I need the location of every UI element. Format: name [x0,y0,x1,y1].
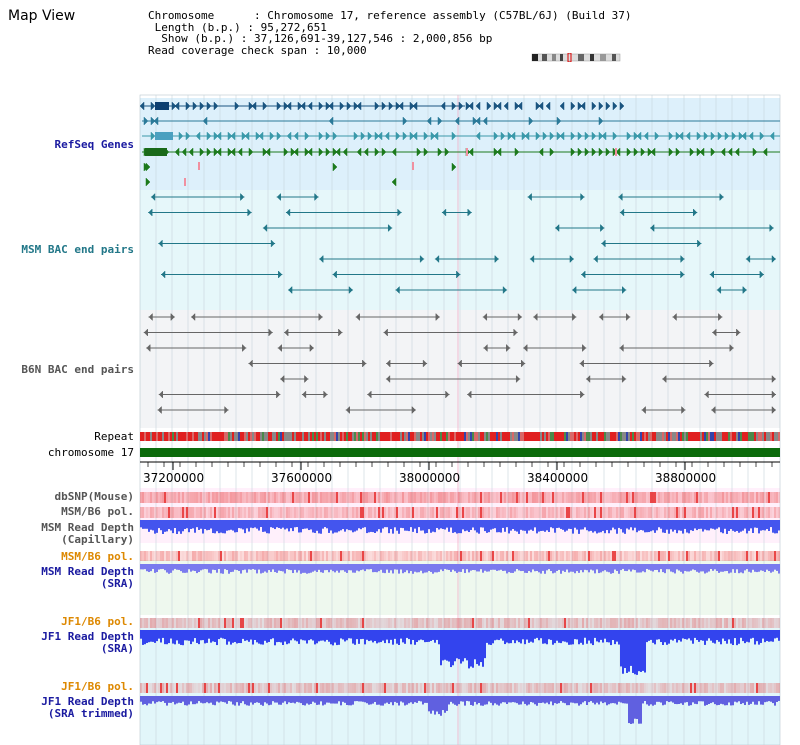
page-title: Map View [8,8,76,24]
track-label-msm-bac: MSM BAC end pairs [21,243,134,256]
track-label-jf1-b6-pol: JF1/B6 pol. [61,615,134,628]
chromosome-ideogram[interactable] [528,53,624,62]
axis-tick-label: 37600000 [271,471,332,485]
track-label-refseq: RefSeq Genes [54,138,134,151]
info-chromosome-value: Chromosome 17, reference assembly (C57BL… [267,9,632,22]
axis-tick-label: 37200000 [143,471,204,485]
chromosome-bar [140,448,780,457]
info-show-label: Show (b.p.) [161,32,235,45]
info-chromosome-label: Chromosome [148,9,215,22]
track-label-msm-depth-sra: MSM Read Depth (SRA) [41,565,134,590]
chromosome-info: Chromosome : Chromosome 17, reference as… [148,9,632,57]
axis-tick-label: 38400000 [527,471,588,485]
track-label-jf1-depth-sra: JF1 Read Depth (SRA) [41,630,134,655]
info-show-value: 37,126,691-39,127,546 : 2,000,856 bp [253,32,493,45]
track-label-msm-depth-capillary: MSM Read Depth (Capillary) [41,521,134,546]
track-label-dbsnp: dbSNP(Mouse) [54,490,134,503]
info-coverage-value: 10,000 [326,43,367,57]
track-label-jf1-b6-pol-2: JF1/B6 pol. [61,680,134,693]
info-length-value: 95,272,651 [260,20,327,34]
info-coverage-label: Read coverage check span [148,43,307,57]
info-length-label: Length (b.p.) [154,20,241,34]
track-label-msm-b6-pol-2: MSM/B6 pol. [61,550,134,563]
track-label-jf1-depth-trimmed: JF1 Read Depth (SRA trimmed) [41,695,134,720]
track-label-repeat: Repeat [94,430,134,443]
axis-tick-label: 38000000 [399,471,460,485]
track-label-msm-b6-pol: MSM/B6 pol. [61,505,134,518]
track-label-chromosome: chromosome 17 [47,446,134,459]
track-label-b6n-bac: B6N BAC end pairs [21,363,134,376]
axis-tick-label: 38800000 [655,471,716,485]
